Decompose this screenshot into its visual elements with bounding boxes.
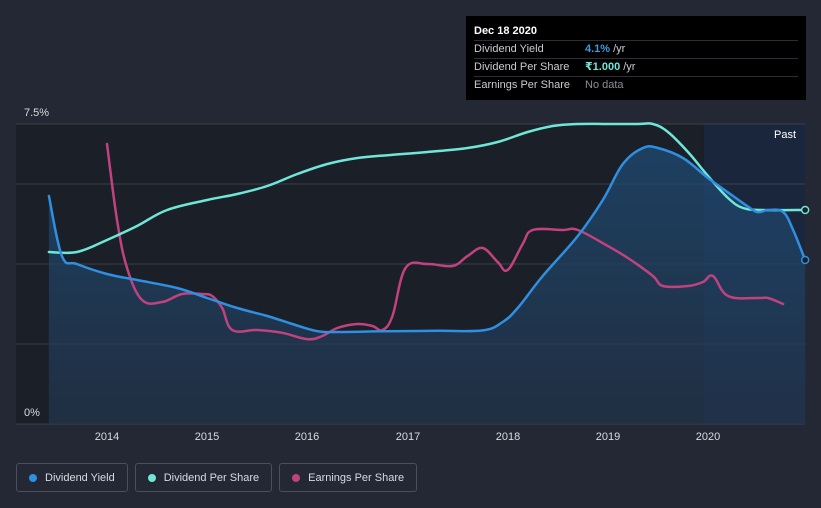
- tooltip-value-yield: 4.1%: [585, 43, 611, 55]
- dividend-per-share-end-marker: [800, 205, 810, 215]
- tooltip-date: Dec 18 2020: [474, 25, 537, 37]
- legend-item-dividend-per-share[interactable]: Dividend Per Share: [134, 463, 273, 492]
- legend-label: Dividend Yield: [45, 471, 115, 484]
- legend: Dividend Yield Dividend Per Share Earnin…: [16, 463, 418, 492]
- legend-label: Earnings Per Share: [308, 471, 405, 484]
- legend-item-earnings-per-share[interactable]: Earnings Per Share: [279, 463, 418, 492]
- dividend-yield-end-marker: [800, 255, 810, 265]
- tooltip-label: Earnings Per Share: [474, 79, 570, 91]
- x-tick-label: 2015: [195, 431, 219, 443]
- tooltip-unit: /yr: [623, 61, 636, 73]
- tooltip-unit: /yr: [613, 43, 626, 55]
- dividend-yield-area: [48, 146, 806, 424]
- tooltip-value-dps: ₹1.000: [585, 61, 621, 73]
- past-label: Past: [774, 129, 797, 141]
- tooltip-row-earnings-per-share: Earnings Per Share No data: [474, 76, 798, 94]
- x-tick-label: 2014: [95, 431, 119, 443]
- x-tick-label: 2017: [396, 431, 420, 443]
- y-tick-label-max: 7.5%: [24, 107, 49, 119]
- legend-dot-icon: [292, 473, 301, 482]
- tooltip-row-dividend-yield: Dividend Yield 4.1% /yr: [474, 40, 798, 58]
- earnings-per-share-line: [105, 142, 785, 341]
- x-tick-label: 2016: [295, 431, 319, 443]
- legend-dot-icon: [29, 473, 37, 482]
- y-tick-label-min: 0%: [24, 407, 40, 419]
- x-tick-label: 2020: [696, 431, 720, 443]
- dividend-yield-line: [47, 144, 807, 334]
- legend-label: Dividend Per Share: [163, 471, 260, 484]
- tooltip-value-eps: No data: [585, 79, 624, 91]
- tooltip-label: Dividend Yield: [474, 43, 544, 55]
- x-tick-label: 2019: [596, 431, 620, 443]
- dividend-per-share-line: [47, 122, 807, 255]
- tooltip-label: Dividend Per Share: [474, 61, 570, 73]
- x-tick-label: 2018: [496, 431, 520, 443]
- legend-item-dividend-yield[interactable]: Dividend Yield: [16, 463, 128, 492]
- legend-dot-icon: [147, 473, 156, 482]
- tooltip: Dec 18 2020 Dividend Yield 4.1% /yr Divi…: [466, 16, 806, 100]
- tooltip-row-dividend-per-share: Dividend Per Share ₹1.000 /yr: [474, 58, 798, 76]
